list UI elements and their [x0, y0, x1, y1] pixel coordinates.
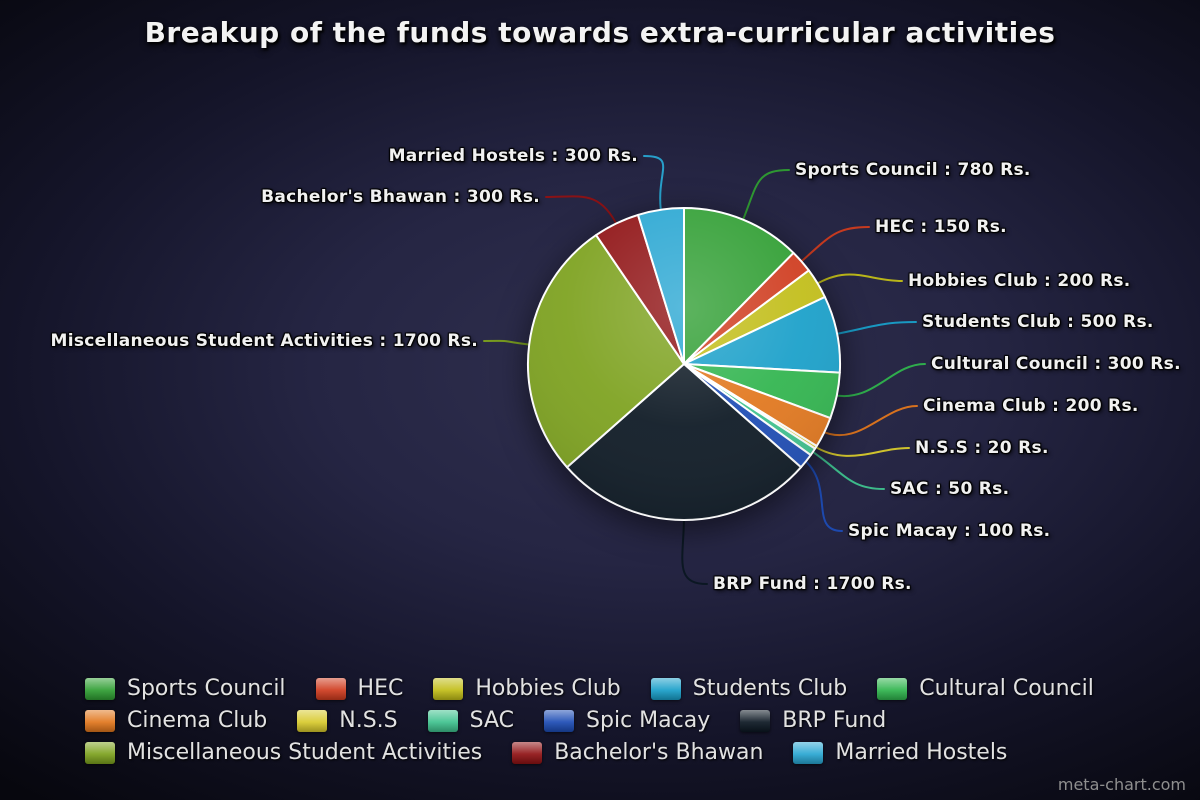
- legend-label: Bachelor's Bhawan: [554, 740, 764, 765]
- chart-title: Breakup of the funds towards extra-curri…: [144, 16, 1056, 49]
- legend-swatch-married-hostels: [793, 741, 824, 764]
- legend-label: Cultural Council: [919, 676, 1094, 701]
- legend-item-hec: HEC: [315, 676, 404, 701]
- watermark: meta-chart.com: [1057, 775, 1186, 794]
- legend-label: Married Hostels: [835, 740, 1008, 765]
- legend-swatch-brp-fund: [740, 709, 771, 732]
- legend-label: Sports Council: [127, 676, 286, 701]
- pie-slices: [526, 206, 842, 522]
- leader-line-miscellaneous-student-activities: [483, 339, 535, 347]
- legend-item-n-s-s: N.S.S: [297, 708, 398, 733]
- legend-swatch-hobbies-club: [433, 677, 464, 700]
- leader-line-sports-council: [740, 169, 790, 225]
- legend-item-students-club: Students Club: [650, 676, 848, 701]
- legend-swatch-spic-macay: [544, 709, 575, 732]
- legend: Sports Council HEC Hobbies Club Students Cl…: [85, 676, 1140, 765]
- legend-swatch-cinema-club: [85, 709, 115, 732]
- legend-swatch-miscellaneous-student-activities: [85, 741, 115, 764]
- leader-line-hec: [797, 226, 870, 265]
- leader-line-brp-fund: [681, 515, 708, 585]
- leader-line-hobbies-club: [813, 273, 903, 287]
- leader-line-bachelor-s-bhawan: [545, 195, 619, 229]
- legend-item-cultural-council: Cultural Council: [877, 676, 1094, 701]
- legend-swatch-bachelor-s-bhawan: [512, 741, 543, 764]
- legend-item-sports-council: Sports Council: [85, 676, 286, 701]
- legend-label: BRP Fund: [782, 708, 887, 733]
- legend-swatch-cultural-council: [877, 677, 908, 700]
- legend-item-hobbies-club: Hobbies Club: [433, 676, 621, 701]
- legend-label: Miscellaneous Student Activities: [127, 740, 483, 765]
- leader-line-cultural-council: [831, 363, 926, 398]
- legend-label: Students Club: [692, 676, 848, 701]
- legend-label: N.S.S: [339, 708, 398, 733]
- legend-item-bachelor-s-bhawan: Bachelor's Bhawan: [512, 740, 763, 765]
- leader-line-n-s-s: [811, 444, 910, 457]
- leader-line-married-hostels: [643, 155, 665, 215]
- legend-label: HEC: [357, 676, 404, 701]
- leader-line-cinema-club: [819, 405, 918, 437]
- legend-swatch-students-club: [650, 677, 681, 700]
- legend-swatch-hec: [315, 677, 346, 700]
- legend-label: Hobbies Club: [475, 676, 621, 701]
- legend-swatch-sports-council: [85, 677, 115, 700]
- leader-line-students-club: [832, 321, 917, 336]
- legend-swatch-sac: [427, 709, 458, 732]
- legend-swatch-n-s-s: [297, 709, 328, 732]
- legend-item-sac: SAC: [427, 708, 515, 733]
- legend-item-cinema-club: Cinema Club: [85, 708, 267, 733]
- legend-label: Spic Macay: [586, 708, 711, 733]
- legend-label: SAC: [469, 708, 515, 733]
- legend-item-brp-fund: BRP Fund: [740, 708, 886, 733]
- legend-item-married-hostels: Married Hostels: [793, 740, 1007, 765]
- legend-item-miscellaneous-student-activities: Miscellaneous Student Activities: [85, 740, 482, 765]
- legend-item-spic-macay: Spic Macay: [544, 708, 710, 733]
- legend-label: Cinema Club: [127, 708, 268, 733]
